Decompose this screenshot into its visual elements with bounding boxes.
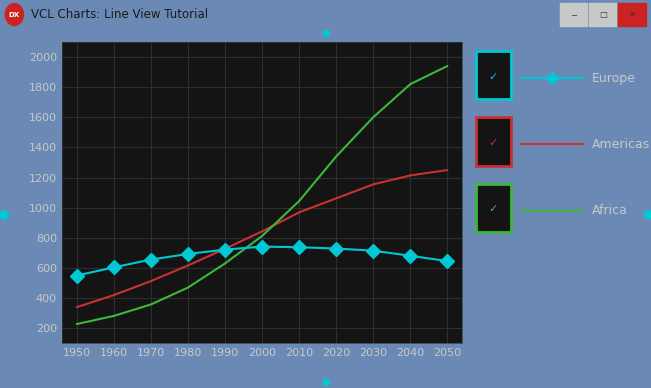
Text: Africa: Africa	[592, 204, 628, 217]
Text: ✕: ✕	[629, 10, 635, 19]
Text: ✓: ✓	[489, 71, 498, 81]
Text: ●: ●	[321, 28, 330, 38]
Text: ●: ●	[0, 207, 8, 220]
Ellipse shape	[5, 3, 23, 26]
Text: ●: ●	[321, 377, 330, 387]
FancyBboxPatch shape	[476, 51, 511, 99]
Text: ─: ─	[571, 10, 576, 19]
Bar	[560, 3, 587, 26]
Text: ✓: ✓	[489, 138, 498, 148]
Text: DX: DX	[8, 12, 20, 17]
FancyBboxPatch shape	[476, 117, 511, 166]
Bar	[618, 3, 646, 26]
Text: ✓: ✓	[489, 204, 498, 214]
Text: ●: ●	[643, 207, 651, 220]
Bar	[589, 3, 616, 26]
Text: VCL Charts: Line View Tutorial: VCL Charts: Line View Tutorial	[31, 8, 208, 21]
Text: □: □	[599, 10, 607, 19]
Text: Americas: Americas	[592, 138, 650, 151]
Text: Europe: Europe	[592, 71, 635, 85]
FancyBboxPatch shape	[476, 184, 511, 232]
